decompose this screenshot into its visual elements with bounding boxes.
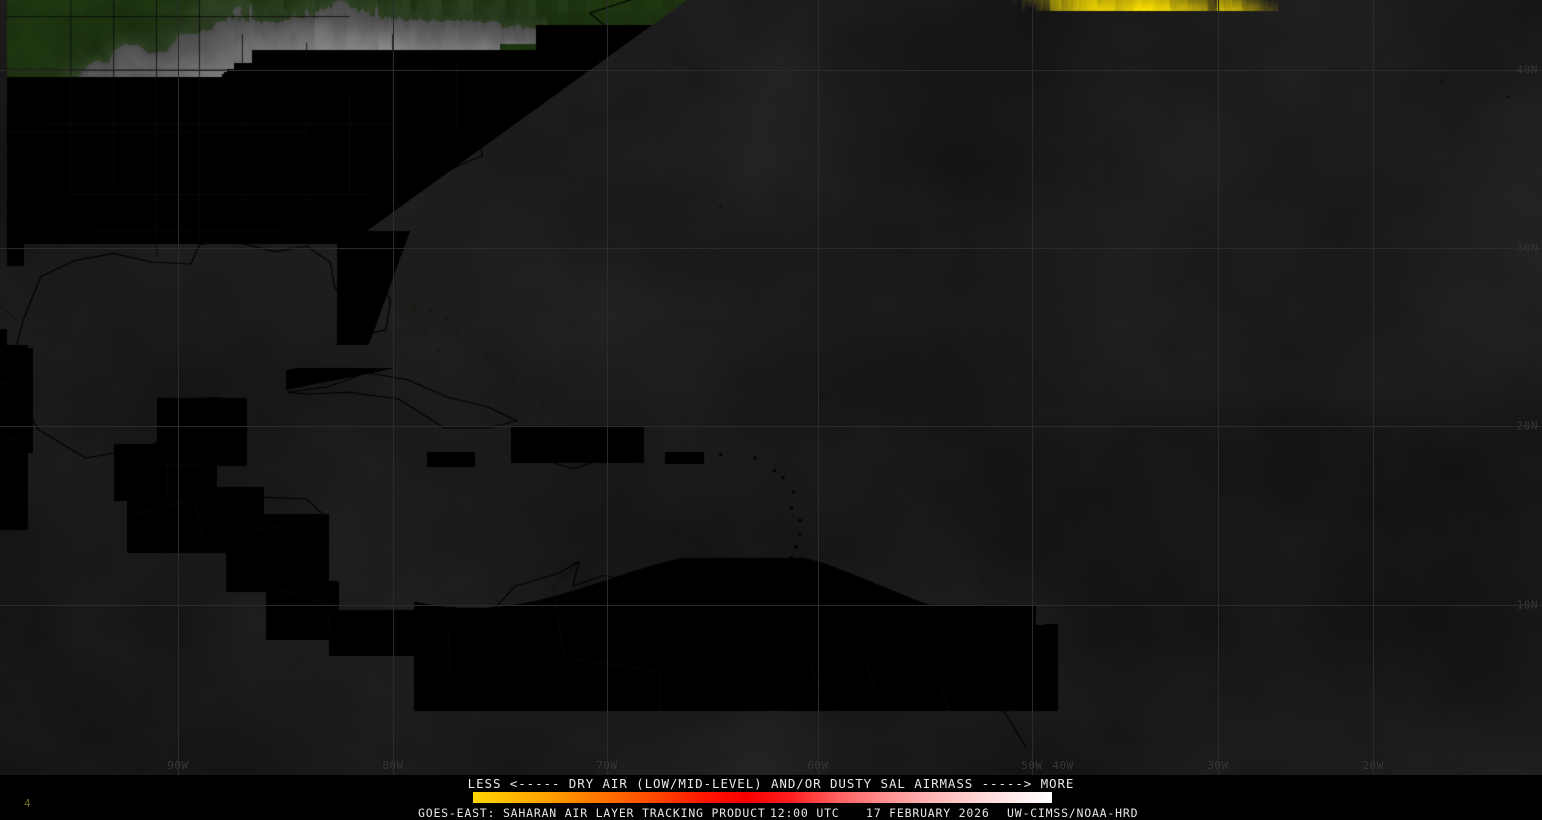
status-product-name: GOES-EAST: SAHARAN AIR LAYER TRACKING PR… bbox=[418, 806, 766, 820]
satellite-imagery-canvas[interactable] bbox=[0, 0, 1542, 775]
legend-title: LESS <----- DRY AIR (LOW/MID-LEVEL) AND/… bbox=[467, 776, 1075, 791]
sal-colorbar bbox=[473, 792, 1052, 803]
status-date: 17 FEBRUARY 2026 bbox=[866, 806, 990, 820]
satellite-image-panel[interactable]: 40N 30N 20N 10N 90W 80W 70W 60W 50W 40W 30W 20W bbox=[0, 0, 1542, 775]
status-time: 12:00 UTC bbox=[770, 806, 840, 820]
status-credit: UW-CIMSS/NOAA-HRD bbox=[1007, 806, 1139, 820]
frame-counter: 4 bbox=[24, 797, 31, 810]
legend-panel: LESS <----- DRY AIR (LOW/MID-LEVEL) AND/… bbox=[0, 775, 1542, 820]
status-bar: GOES-EAST: SAHARAN AIR LAYER TRACKING PR… bbox=[0, 806, 1542, 820]
